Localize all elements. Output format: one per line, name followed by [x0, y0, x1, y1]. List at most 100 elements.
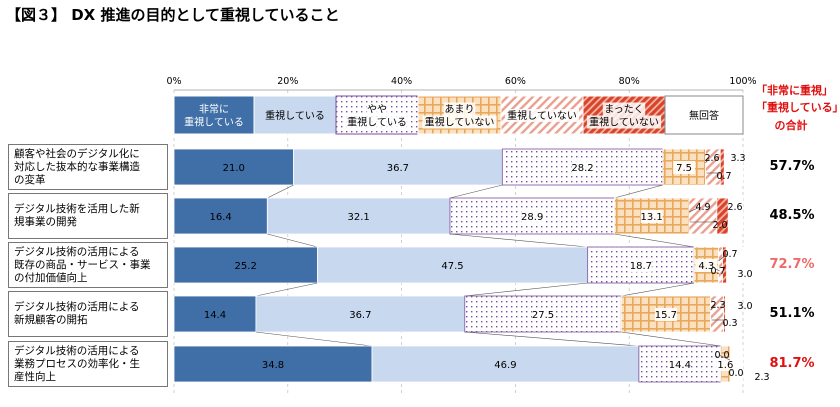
value-label: 28.2 [571, 163, 593, 174]
value-label-small: 2.6 [704, 153, 719, 164]
legend-swatch [253, 95, 337, 135]
leader-line [713, 267, 720, 272]
category-label-line: の変革 [14, 173, 46, 186]
value-label: 13.1 [641, 212, 663, 223]
category-label-line: 顧客や社会のデジタル化に [14, 147, 140, 160]
category-label: デジタル技術の活用による 新規顧客の開拓 [9, 301, 139, 327]
value-label-small: 3.0 [737, 269, 752, 280]
value-label-small: 2.3 [754, 372, 769, 383]
value-label: 46.9 [494, 360, 516, 371]
value-label-bg [668, 358, 691, 371]
connector-line [614, 184, 663, 199]
legend-label: 非常に [199, 103, 229, 116]
side-header-line3: の合計 [774, 119, 808, 132]
legend-label-bg [443, 102, 476, 116]
bar-segment [719, 148, 725, 186]
legend-label: あまり [445, 104, 475, 116]
category-label-line: 規事業の開発 [14, 216, 77, 228]
value-label: 27.5 [532, 310, 554, 321]
value-label-small: 0.3 [722, 318, 737, 329]
value-label: 18.7 [630, 261, 652, 272]
value-label-bg [629, 259, 652, 272]
value-label-small: 4.9 [695, 202, 710, 213]
category-label-line: の付加価値向上 [14, 271, 88, 284]
value-label-bg [714, 358, 737, 371]
bar-segment [173, 295, 257, 333]
value-label-small: 2.0 [712, 220, 727, 231]
value-label: 15.7 [655, 310, 677, 321]
leader-line [718, 253, 728, 262]
category-label-line: 対応した抜本的な事業構造 [14, 160, 140, 173]
legend-label: やや [367, 104, 387, 116]
bar-segment [722, 246, 727, 284]
connector-line [449, 233, 588, 248]
connector-line [464, 282, 588, 297]
value-label: 28.9 [521, 212, 543, 223]
connector-line [621, 331, 721, 347]
row-label-box: デジタル技術の活用による 新規顧客の開拓 [8, 291, 168, 337]
legend-label: 重視していない [589, 116, 659, 129]
category-label: 顧客や社会のデジタル化に 対応した抜本的な事業構造 の変革 [9, 148, 140, 187]
legend-label: 無回答 [689, 109, 719, 122]
legend-label: 重視している [265, 109, 325, 122]
category-label-line: デジタル技術の活用による [14, 245, 140, 258]
category-label-line: 新規顧客の開拓 [14, 314, 88, 326]
value-label: 14.4 [204, 310, 226, 321]
legend-label: 重視している [347, 116, 407, 129]
bar-segment [173, 345, 373, 383]
bar-segment [173, 246, 318, 284]
leader-line [718, 354, 731, 361]
page-title: 【図３】 DX 推進の目的として重視していること [6, 6, 340, 24]
x-tick-label: 60% [505, 76, 526, 87]
legend-label: 重視していない [425, 116, 495, 129]
total-value: 72.7% [769, 257, 815, 272]
row-label-box: 顧客や社会のデジタル化に 対応した抜本的な事業構造 の変革 [8, 144, 168, 190]
connector-line [267, 184, 294, 199]
bar-segment [726, 247, 744, 283]
value-label-small: 3.3 [730, 153, 745, 164]
value-label-bg [673, 161, 696, 174]
legend-label-bg [586, 115, 662, 129]
value-label: 47.5 [441, 261, 463, 272]
category-label: デジタル技術を活用した新 規事業の開発 [9, 203, 140, 229]
side-header-line2: 「重視している」 [756, 101, 840, 114]
bar-segment [729, 346, 743, 382]
value-label: 36.7 [349, 310, 371, 321]
bar-segment [371, 345, 640, 383]
legend-label-bg [366, 102, 388, 116]
value-label-bg [531, 308, 554, 321]
value-label: 34.8 [262, 360, 284, 371]
connector-line [267, 233, 318, 248]
total-value: 57.7% [769, 159, 815, 174]
legend-swatch [664, 95, 744, 135]
value-label-bg [571, 161, 594, 174]
value-label-small: 0.7 [710, 266, 725, 277]
value-label-small: 0.0 [714, 350, 729, 361]
connector-line [255, 331, 373, 347]
category-label-line: デジタル技術の活用による [14, 344, 140, 357]
value-label-bg [695, 259, 718, 272]
value-label: 7.5 [676, 163, 692, 174]
leader-line [710, 304, 716, 311]
category-label-line: 産性向上 [14, 370, 56, 383]
bar-segment [725, 296, 743, 332]
value-label-small: 2.6 [727, 202, 742, 213]
x-tick-label: 100% [729, 76, 756, 87]
value-label-small: 0.0 [728, 368, 743, 379]
bar-segment [728, 198, 743, 234]
value-label-small: 3.0 [737, 301, 752, 312]
bar-segment [316, 246, 589, 284]
value-label-bg [640, 210, 663, 223]
value-label: 14.4 [669, 360, 691, 371]
category-label-line: 業務プロセスの効率化・生 [14, 357, 140, 370]
connector-line [621, 282, 695, 297]
value-label: 1.6 [717, 360, 733, 371]
legend-label-bg [602, 102, 646, 116]
legend-label: 重視している [184, 116, 244, 129]
row-label-box: デジタル技術を活用した新 規事業の開発 [8, 193, 168, 239]
value-label: 16.4 [210, 212, 232, 223]
category-label-line: 既存の商品・サービス・事業 [14, 258, 151, 271]
value-label: 21.0 [223, 163, 245, 174]
x-tick-label: 20% [277, 76, 298, 87]
